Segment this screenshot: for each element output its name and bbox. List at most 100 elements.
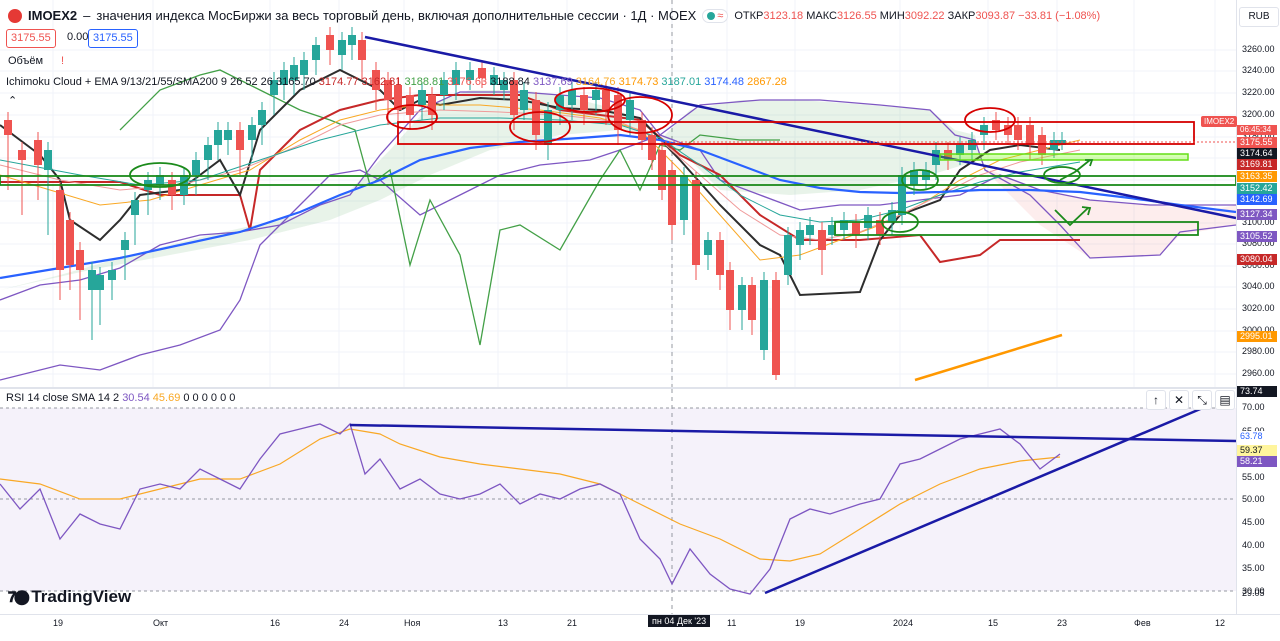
ichimoku-name: Ichimoku Cloud + EMA 9/13/21/55/SMA200 9…	[6, 76, 273, 88]
rsi-pane[interactable]	[0, 389, 1236, 614]
main-chart-pane[interactable]	[0, 0, 1236, 388]
rsi-canvas[interactable]	[0, 389, 1236, 614]
price-tick-label: 3040.00	[1242, 281, 1275, 291]
hand-drawn-arrow	[1054, 206, 1092, 227]
time-axis[interactable]	[0, 614, 1280, 641]
rsi-name: RSI 14 close SMA 14 2	[6, 392, 120, 404]
candle-body	[910, 170, 918, 185]
delete-pane-button[interactable]: ▤	[1215, 390, 1235, 410]
candle-body	[888, 210, 896, 222]
price-tick-label: 3180.00	[1242, 131, 1275, 141]
ichimoku-value: 3137.69	[529, 76, 573, 88]
candle-body	[1014, 125, 1022, 140]
price-tick-label: 3080.00	[1242, 238, 1275, 248]
resistance-zone-box	[397, 121, 1195, 145]
candle-body	[828, 225, 836, 235]
volume-warning-icon[interactable]: !	[61, 55, 65, 67]
rsi-level-tag: 58.21	[1237, 456, 1277, 467]
candle-body	[980, 125, 988, 135]
time-axis-label: 19	[53, 618, 64, 628]
rsi-tick-label: 70.00	[1242, 402, 1265, 412]
candle-body	[704, 240, 712, 255]
hand-drawn-circle	[901, 169, 939, 191]
open-value: 3123.18	[763, 9, 804, 22]
candle-body	[956, 145, 964, 155]
price-tick-label: 3000.00	[1242, 325, 1275, 335]
candle-body	[806, 225, 814, 235]
candle-body	[76, 250, 84, 270]
close-value: 3093.87	[975, 9, 1016, 22]
candle-body	[108, 270, 116, 280]
sell-button[interactable]: 3175.55	[6, 29, 56, 48]
maximize-pane-button[interactable]: ⤡	[1192, 390, 1212, 410]
candle-body	[760, 280, 768, 350]
candle-body	[372, 70, 380, 90]
price-axis[interactable]	[1236, 0, 1280, 614]
hand-drawn-circle	[964, 107, 1016, 133]
symbol-legend[interactable]: IMOEX2 – значения индекса МосБиржи за ве…	[8, 8, 1100, 23]
ichimoku-value: 3188.84	[487, 76, 530, 88]
candle-body	[121, 240, 129, 250]
price-tick-label: 3060.00	[1242, 260, 1275, 270]
candle-body	[358, 40, 366, 60]
candle-body	[680, 175, 688, 220]
buy-button[interactable]: 3175.55	[88, 29, 138, 48]
price-tick-label: 2980.00	[1242, 346, 1275, 356]
candle-body	[614, 95, 622, 130]
time-axis-label: 21	[567, 618, 578, 628]
rsi-tick-label: 30.00	[1242, 586, 1265, 596]
volume-legend[interactable]: Объём!	[8, 55, 64, 67]
currency-selector[interactable]: RUB	[1239, 7, 1279, 27]
price-chart-canvas[interactable]	[0, 0, 1236, 388]
hand-drawn-circle	[607, 96, 673, 134]
candle-body	[692, 180, 700, 265]
pane-separator[interactable]	[0, 387, 1236, 389]
hand-drawn-circle	[881, 211, 919, 233]
candle-body	[384, 80, 392, 100]
ohlc-values: ОТКР3123.18 МАКС3126.55 МИН3092.22 ЗАКР3…	[734, 10, 1100, 22]
rsi-legend[interactable]: RSI 14 close SMA 14 2 30.54 45.69 0 0 0 …	[6, 392, 235, 404]
ichimoku-value: 3174.73	[615, 76, 659, 88]
spread-value: 0.00	[63, 29, 93, 46]
close-pane-button[interactable]: ✕	[1169, 390, 1189, 410]
ichimoku-value: 3164.76	[572, 76, 616, 88]
candle-body	[544, 110, 552, 145]
hand-drawn-arrow	[1059, 159, 1094, 181]
candle-body	[428, 95, 436, 115]
ichimoku-values: 3165.70 3174.77 3162.81 3188.81 3176.63 …	[276, 76, 787, 88]
tradingview-logo-icon: 𝟕⬤	[8, 588, 29, 606]
candle-body	[968, 140, 976, 150]
candle-body	[716, 240, 724, 275]
candle-body	[818, 230, 826, 250]
senkou-span-a-line	[0, 91, 1236, 301]
collapse-legend-icon[interactable]: ⌃	[8, 95, 18, 107]
candle-body	[66, 220, 74, 265]
candle-body	[131, 200, 139, 215]
candle-body	[326, 35, 334, 50]
market-status-pill[interactable]: ≈	[702, 8, 729, 23]
candle-body	[88, 270, 96, 290]
candle-body	[898, 175, 906, 215]
candle-body	[648, 135, 656, 160]
candle-body	[478, 68, 486, 78]
move-pane-up-button[interactable]: ↑	[1146, 390, 1166, 410]
candle-body	[312, 45, 320, 60]
price-tick-label: 3100.00	[1242, 217, 1275, 227]
candle-body	[44, 150, 52, 170]
time-axis-label: 12	[1215, 618, 1226, 628]
symbol-dash: –	[83, 8, 91, 23]
ichimoku-legend[interactable]: Ichimoku Cloud + EMA 9/13/21/55/SMA200 9…	[6, 76, 787, 88]
candle-body	[932, 150, 940, 165]
price-tick-label: 3020.00	[1242, 303, 1275, 313]
ichimoku-value: 3174.77	[315, 76, 359, 88]
ema-55-line	[0, 133, 1236, 280]
price-level-tag: 2995.01	[1237, 331, 1277, 342]
tradingview-logo[interactable]: 𝟕⬤ TradingView	[8, 587, 131, 607]
symbol-name[interactable]: IMOEX2	[28, 8, 78, 23]
chikou-span-line	[119, 69, 780, 346]
rsi-value: 30.54	[122, 392, 150, 404]
ichimoku-value: 3188.81	[401, 76, 445, 88]
ichimoku-value: 3165.70	[275, 76, 316, 88]
candle-body	[224, 130, 232, 140]
candle-body	[348, 35, 356, 45]
